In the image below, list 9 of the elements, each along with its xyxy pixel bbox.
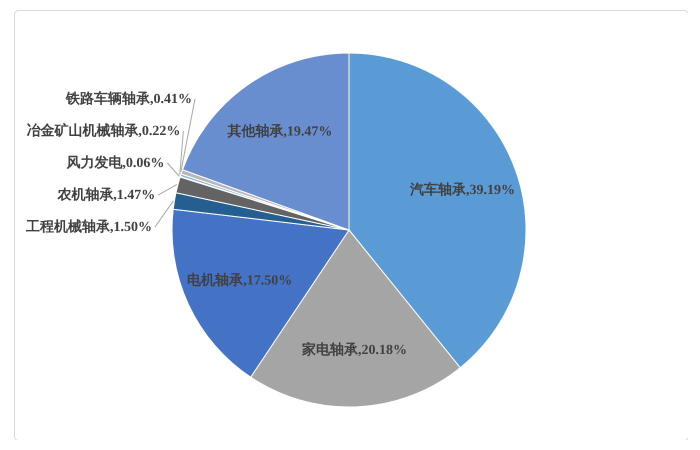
slice-label: 农机轴承,1.47% [56, 186, 156, 203]
slice-label: 风力发电,0.06% [65, 154, 164, 171]
slice-label: 其他轴承,19.47% [226, 123, 332, 140]
slice-label: 冶金矿山机械轴承,0.22% [26, 122, 180, 139]
slice-label: 汽车轴承,39.19% [408, 180, 515, 198]
slice-label: 电机轴承,17.50% [187, 272, 292, 288]
slice-label: 铁路车辆轴承,0.41% [65, 90, 192, 107]
slice-label: 工程机械轴承,1.50% [25, 218, 152, 235]
slice-label: 家电轴承,20.18% [300, 341, 407, 358]
